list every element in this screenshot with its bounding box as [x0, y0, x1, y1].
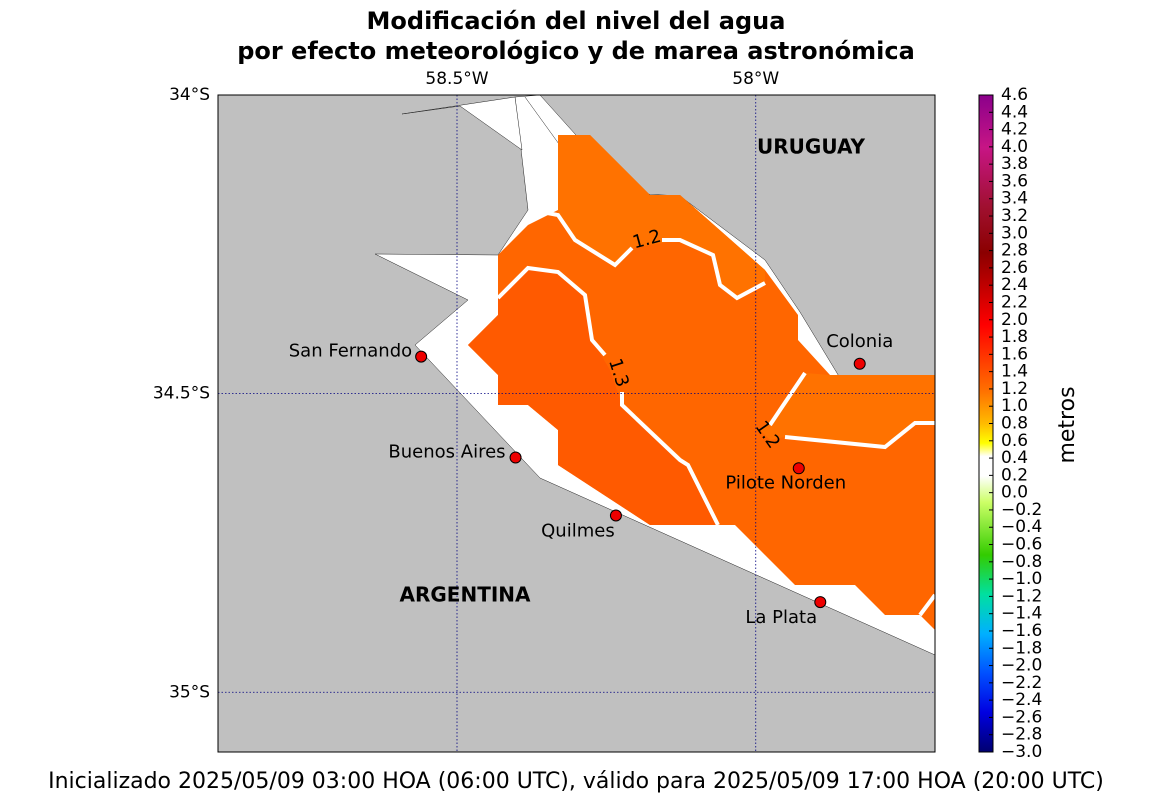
- colorbar-tick-label: −1.0: [1001, 569, 1042, 589]
- surge-area: [468, 135, 935, 630]
- title-line: Modificación del nivel del agua: [367, 7, 786, 35]
- colorbar-tick-label: −0.6: [1001, 535, 1042, 555]
- colorbar-tick-label: 0.8: [1001, 414, 1028, 434]
- colorbar-tick-label: 3.8: [1001, 154, 1028, 174]
- colorbar-tick-label: −1.2: [1001, 586, 1042, 606]
- city-label: Pilote Norden: [725, 472, 846, 493]
- lat-label: 34.5°S: [153, 384, 210, 404]
- colorbar-tick-label: 2.0: [1001, 310, 1028, 330]
- city-marker: [792, 462, 805, 475]
- colorbar-tick-label: 1.8: [1001, 327, 1028, 347]
- colorbar-tick-label: −2.8: [1001, 725, 1042, 745]
- colorbar-tick-label: 2.6: [1001, 258, 1028, 278]
- colorbar-tick-label: 4.6: [1001, 85, 1028, 105]
- colorbar-tick-label: 1.6: [1001, 344, 1028, 364]
- lat-label: 34°S: [169, 85, 210, 105]
- colorbar-label: metros: [1055, 386, 1080, 463]
- colorbar-tick-label: 2.2: [1001, 292, 1028, 312]
- colorbar-tick-label: 1.4: [1001, 362, 1028, 382]
- colorbar-tick-label: 3.2: [1001, 206, 1028, 226]
- colorbar-tick-label: −1.8: [1001, 638, 1042, 658]
- surge-area: [760, 373, 935, 447]
- surge-area: [558, 135, 765, 298]
- city-label: La Plata: [745, 607, 817, 628]
- lat-label: 35°S: [169, 682, 210, 702]
- city-marker: [415, 350, 428, 363]
- footer: Inicializado 2025/05/09 03:00 HOA (06:00…: [48, 769, 1104, 794]
- colorbar-tick-label: 2.4: [1001, 275, 1028, 295]
- colorbar-tick-label: −0.2: [1001, 500, 1042, 520]
- map: [218, 95, 935, 752]
- colorbar-tick-label: 0.6: [1001, 431, 1028, 451]
- city-label: Colonia: [826, 331, 893, 352]
- colorbar-tick-label: 4.4: [1001, 102, 1028, 122]
- city-marker: [609, 509, 622, 522]
- city-label: Quilmes: [541, 520, 615, 541]
- colorbar-tick-label: −3.0: [1001, 742, 1042, 762]
- colorbar-tick-label: −0.4: [1001, 517, 1042, 537]
- city-label: Buenos Aires: [388, 442, 505, 463]
- country-label: URUGUAY: [757, 135, 865, 159]
- city-label: San Fernando: [289, 341, 412, 362]
- colorbar-tick-label: 3.6: [1001, 171, 1028, 191]
- map-frame: [217, 94, 936, 753]
- colorbar-tick-label: −1.4: [1001, 604, 1042, 624]
- title-line: por efecto meteorológico y de marea astr…: [237, 37, 915, 65]
- colorbar-tick-label: 3.4: [1001, 189, 1028, 209]
- contours: [496, 210, 935, 617]
- colorbar-tick-label: 2.8: [1001, 241, 1028, 261]
- colorbar-tick-label: −2.0: [1001, 656, 1042, 676]
- colorbar-tick-label: −2.4: [1001, 690, 1042, 710]
- colorbar-tick-label: −0.8: [1001, 552, 1042, 572]
- surge-area: [468, 268, 718, 525]
- colorbar-tick-label: −2.6: [1001, 707, 1042, 727]
- colorbar-tick-label: −1.6: [1001, 621, 1042, 641]
- colorbar-tick-label: 1.0: [1001, 396, 1028, 416]
- colorbar-tick-label: 0.0: [1001, 483, 1028, 503]
- lon-label: 58.5°W: [425, 69, 488, 89]
- water: [401, 96, 523, 151]
- colorbar-tick-label: 3.0: [1001, 223, 1028, 243]
- colorbar-tick-label: 0.2: [1001, 465, 1028, 485]
- lon-label: 58°W: [732, 69, 779, 89]
- colorbar-tick-label: 4.0: [1001, 137, 1028, 157]
- city-marker: [509, 451, 522, 464]
- colorbar-tick-label: 4.2: [1001, 120, 1028, 140]
- country-label: ARGENTINA: [400, 583, 532, 607]
- colorbar-tick-label: 0.4: [1001, 448, 1028, 468]
- colorbar-tick-label: −2.2: [1001, 673, 1042, 693]
- city-marker: [853, 357, 866, 370]
- colorbar-tick-label: 1.2: [1001, 379, 1028, 399]
- city-marker: [814, 596, 827, 609]
